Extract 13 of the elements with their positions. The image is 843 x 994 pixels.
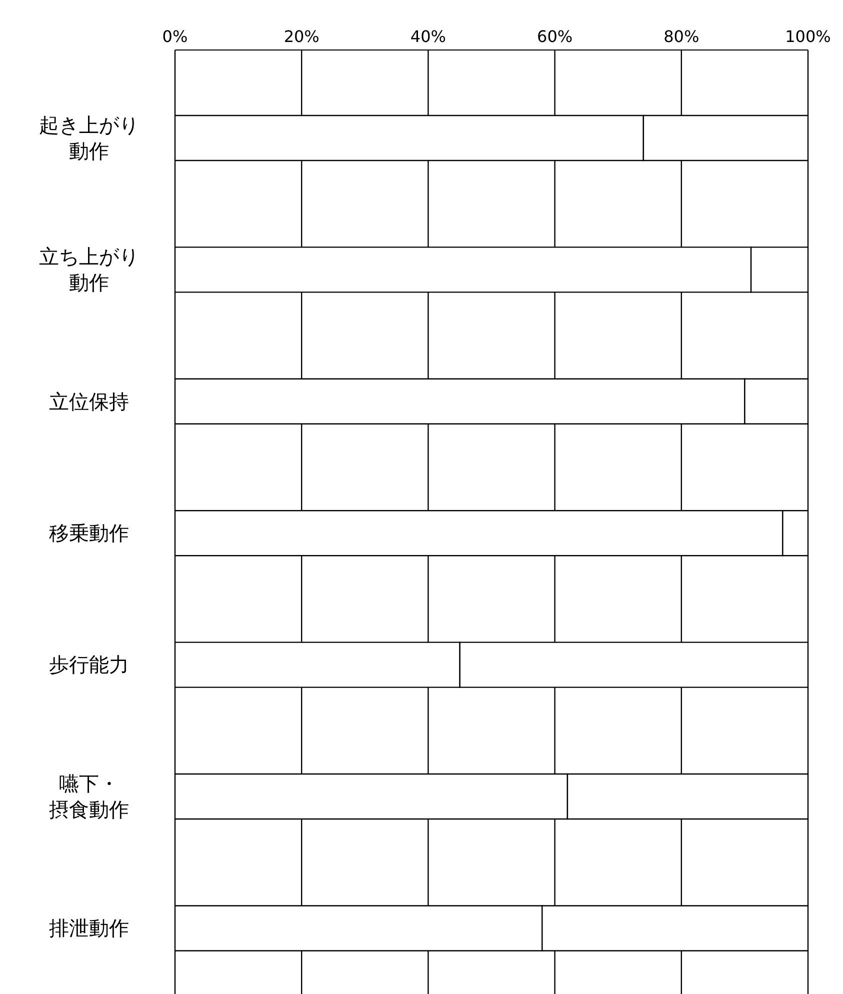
x-tick-label: 80% — [664, 27, 700, 46]
y-tick-label: 排泄動作 — [49, 916, 129, 940]
y-tick-label: 嚥下・摂食動作 — [49, 771, 129, 822]
x-tick-label: 0% — [162, 27, 188, 46]
x-tick-label: 20% — [284, 27, 320, 46]
y-tick-label: 立ち上がり動作 — [39, 244, 139, 295]
x-tick-label: 60% — [537, 27, 573, 46]
y-tick-label: 立位保持 — [49, 389, 129, 414]
y-tick-label: 歩行能力 — [49, 652, 129, 677]
x-tick-label: 100% — [785, 27, 831, 46]
y-tick-label: 起き上がり動作 — [39, 112, 139, 163]
x-tick-label: 40% — [410, 27, 446, 46]
y-tick-label: 移乗動作 — [49, 521, 129, 545]
